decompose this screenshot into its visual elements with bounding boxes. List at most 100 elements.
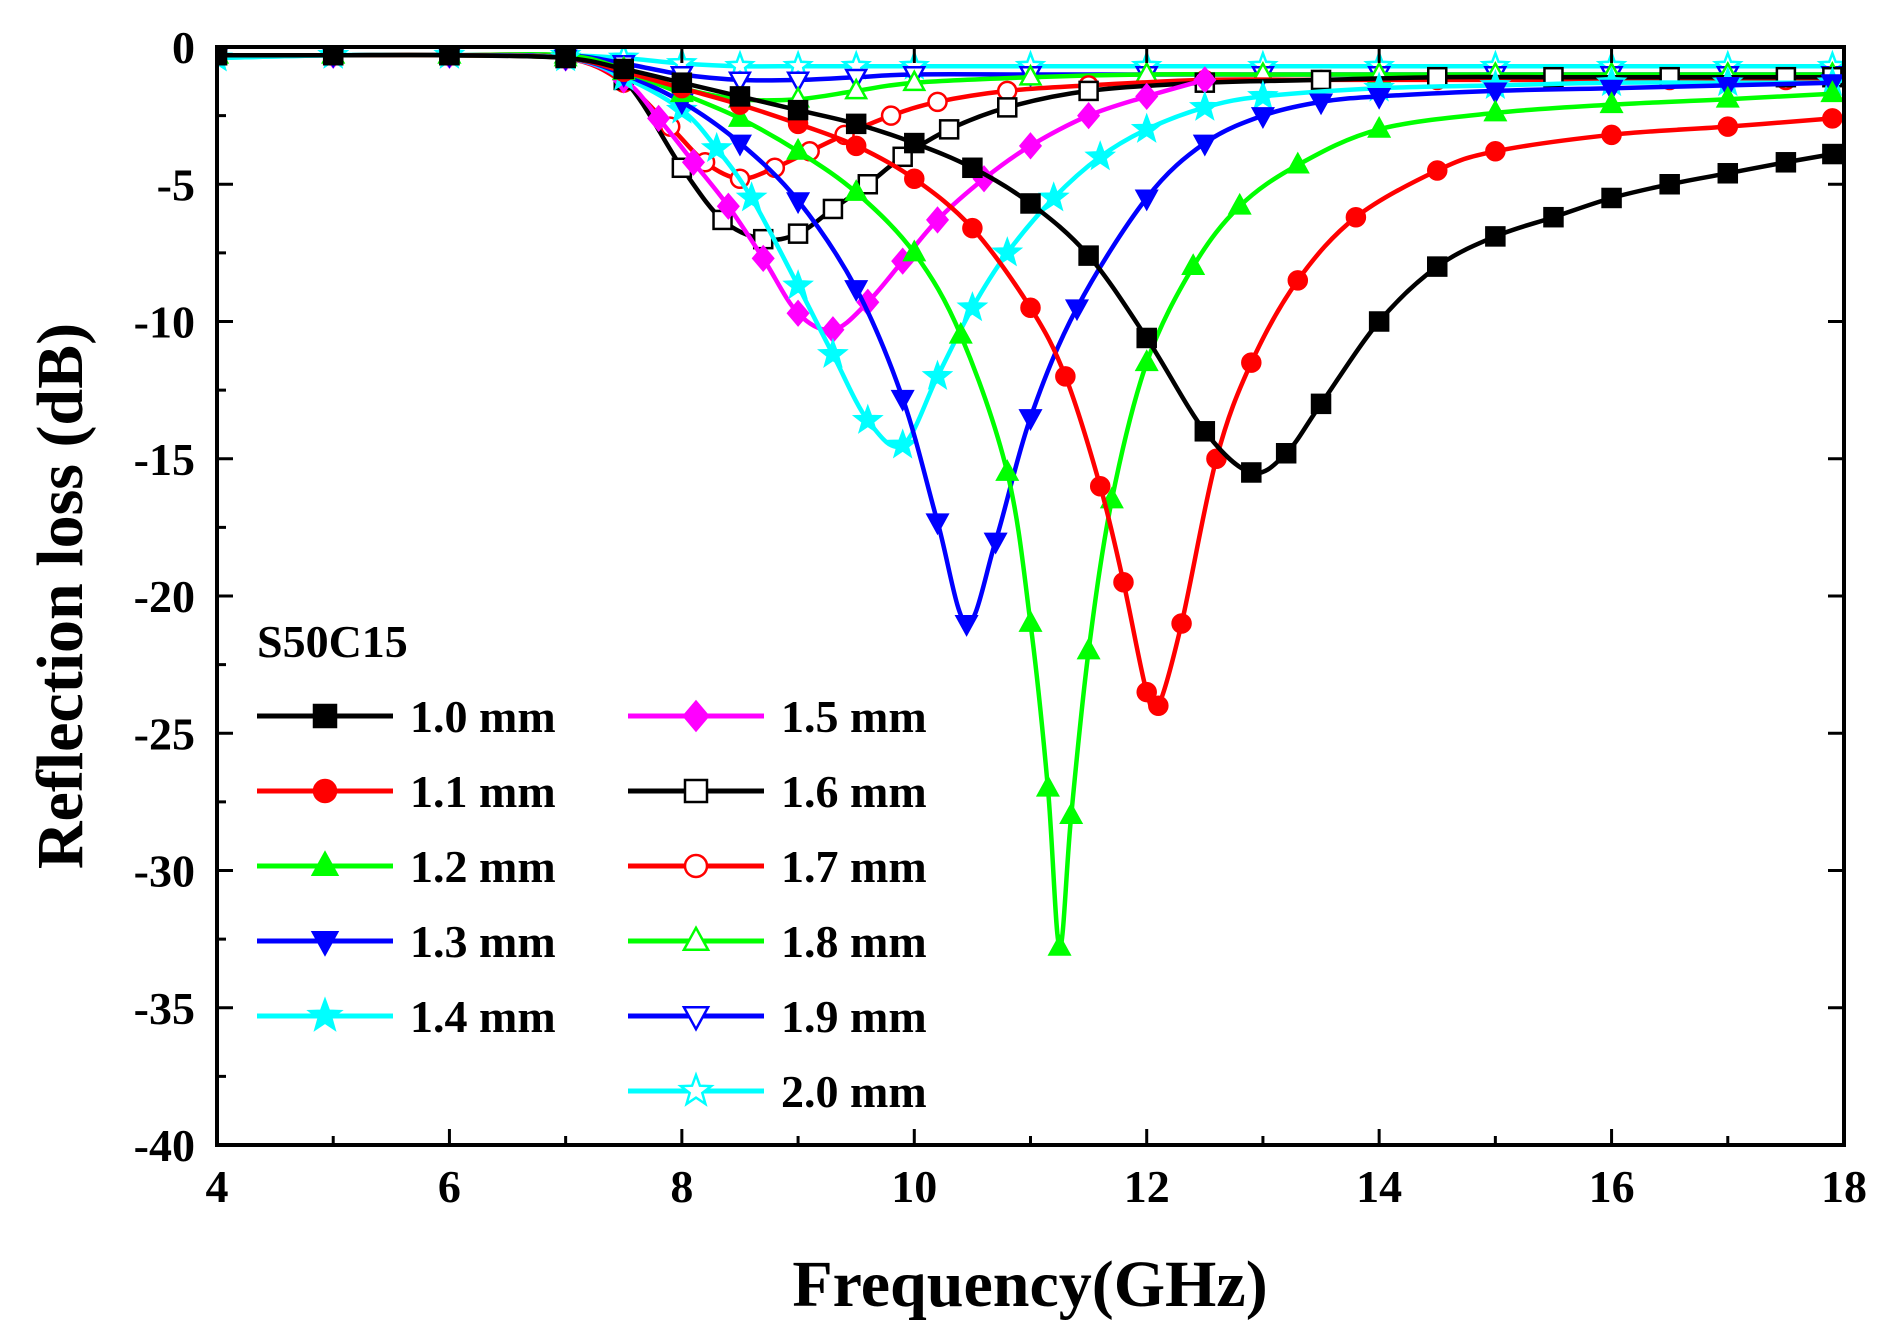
- data-point: [938, 119, 960, 140]
- data-point: [1018, 63, 1043, 86]
- data-point: [1134, 189, 1159, 212]
- data-point: [1368, 311, 1390, 332]
- legend-item-1-3-mm: 1.3 mm: [257, 916, 556, 967]
- data-point: [921, 359, 954, 390]
- legend-item-1-7-mm: 1.7 mm: [628, 841, 927, 892]
- data-point: [1194, 421, 1216, 442]
- x-tick-label: 16: [1589, 1161, 1635, 1212]
- legend-label: 1.7 mm: [781, 841, 927, 892]
- y-tick-label: -15: [134, 434, 195, 485]
- data-point: [904, 132, 925, 154]
- series-layer: [217, 47, 1844, 956]
- data-point: [904, 168, 925, 190]
- data-point: [1285, 151, 1310, 174]
- y-tick-label: -35: [134, 983, 195, 1034]
- data-point: [1275, 443, 1297, 464]
- data-point: [700, 131, 733, 163]
- legend-label: 1.9 mm: [781, 991, 927, 1042]
- legend-label: 1.8 mm: [781, 916, 927, 967]
- legend-label: 1.5 mm: [781, 691, 927, 742]
- x-axis-title: Frequency(GHz): [792, 1248, 1267, 1321]
- data-point: [983, 532, 1008, 555]
- data-point: [1227, 192, 1252, 215]
- data-point: [1192, 134, 1217, 157]
- y-tick-label: -10: [134, 297, 195, 348]
- data-point: [555, 47, 576, 69]
- x-tick-label: 6: [438, 1161, 461, 1212]
- data-point: [787, 99, 809, 121]
- data-point: [1055, 366, 1076, 387]
- data-point: [786, 299, 810, 327]
- data-point: [727, 134, 752, 157]
- data-point: [1181, 253, 1206, 276]
- data-point: [322, 47, 344, 66]
- y-axis-title: Reflection loss (dB): [24, 323, 97, 869]
- data-point: [786, 71, 811, 94]
- data-point: [1345, 206, 1367, 228]
- data-point: [1310, 69, 1332, 91]
- data-point: [948, 321, 973, 344]
- data-point: [751, 244, 775, 273]
- legend-marker: [683, 853, 709, 879]
- legend-marker: [306, 996, 344, 1032]
- legend-item-1-0-mm: 1.0 mm: [257, 691, 556, 742]
- data-point: [1136, 327, 1157, 349]
- legend-marker: [683, 778, 709, 804]
- data-point: [1078, 245, 1099, 266]
- data-point: [1310, 393, 1332, 415]
- data-point: [902, 69, 927, 92]
- data-point: [1309, 93, 1334, 116]
- data-point: [1717, 116, 1739, 137]
- data-point: [1171, 613, 1192, 634]
- data-point: [1035, 774, 1060, 797]
- data-point: [613, 58, 634, 80]
- data-point: [844, 280, 869, 302]
- data-point: [1599, 91, 1624, 114]
- data-point: [782, 269, 814, 300]
- legend-marker: [681, 925, 711, 952]
- data-point: [927, 91, 948, 113]
- series-line-1-2-mm: [217, 52, 1833, 950]
- legend-label: 2.0 mm: [781, 1066, 927, 1117]
- data-point: [716, 192, 740, 220]
- y-tick-label: 0: [172, 22, 195, 73]
- data-point: [1018, 610, 1043, 632]
- data-point: [1820, 80, 1844, 103]
- legend-label: 1.3 mm: [410, 916, 556, 967]
- data-point: [822, 198, 844, 220]
- legend-item-1-4-mm: 1.4 mm: [257, 991, 556, 1042]
- data-point: [1077, 101, 1101, 130]
- data-point: [1659, 174, 1680, 195]
- data-point: [1020, 193, 1041, 214]
- data-point: [1037, 181, 1070, 212]
- data-point: [1064, 299, 1089, 322]
- data-point: [1822, 143, 1843, 165]
- y-tick-label: -5: [157, 159, 195, 210]
- data-point: [1287, 270, 1309, 291]
- x-tick-label: 12: [1124, 1161, 1170, 1212]
- data-point: [735, 181, 768, 212]
- series-1-2-mm: [217, 47, 1844, 956]
- data-point: [787, 223, 809, 244]
- data-point: [1020, 297, 1041, 319]
- data-point: [886, 428, 919, 459]
- legend-item-1-1-mm: 1.1 mm: [257, 766, 556, 817]
- data-point: [1485, 141, 1506, 162]
- data-point: [1485, 226, 1506, 247]
- legend-marker: [310, 930, 340, 957]
- tick-labels: 4 6 8 10 12 14 16 18 0 -5 -10 -15 -20 -25 -30 -35 -40: [134, 22, 1867, 1212]
- data-point: [1427, 256, 1448, 277]
- legend-label: 1.2 mm: [410, 841, 556, 892]
- x-tick-label: 18: [1821, 1161, 1867, 1212]
- sample-annotation: S50C15: [257, 616, 408, 667]
- data-point: [1188, 90, 1221, 121]
- data-point: [1599, 79, 1624, 102]
- legend-marker: [310, 850, 340, 877]
- x-tick-label: 8: [670, 1161, 693, 1212]
- y-tick-label: -20: [134, 571, 195, 622]
- data-point: [1483, 82, 1508, 105]
- data-point: [954, 615, 979, 637]
- data-point: [1134, 349, 1159, 372]
- data-point: [1250, 107, 1275, 130]
- data-point: [217, 47, 228, 66]
